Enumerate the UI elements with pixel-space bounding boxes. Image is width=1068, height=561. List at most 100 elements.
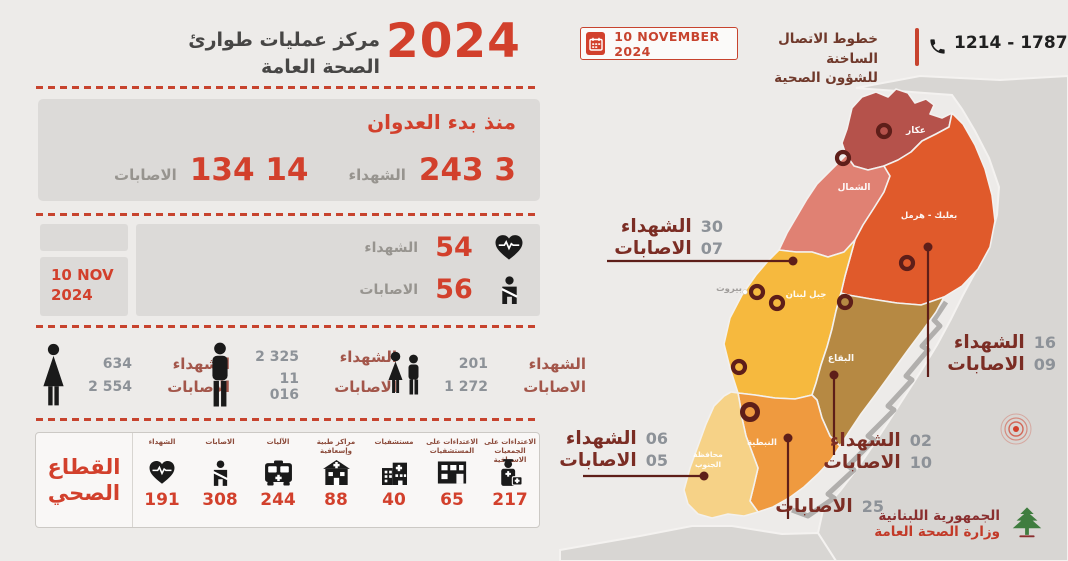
hotline-numbers: 1214 - 1787 xyxy=(954,33,1068,53)
year-title: 2024 xyxy=(386,14,521,69)
men-martyrs-label: الشهداء xyxy=(339,347,397,366)
hospital-icon xyxy=(380,456,409,489)
map-marker-ring xyxy=(730,358,748,376)
south-injured-label: الاصابات xyxy=(559,450,637,471)
ministry-logo-line1: الجمهورية اللبنانية xyxy=(878,507,1000,524)
region-label-south-2: الجنوب xyxy=(695,460,721,469)
children-injured-value: 1 272 xyxy=(444,378,488,395)
demographics-children: 201 الشهداء 1 272 الاصابات xyxy=(386,338,586,412)
map-marker-ring xyxy=(748,283,766,301)
north-injured-value: 07 xyxy=(700,239,723,258)
callout-dot xyxy=(923,242,933,252)
phone-icon xyxy=(928,37,947,56)
health-item-label: الاعتداءات على المستشفيات xyxy=(426,438,478,455)
heart-pulse-icon xyxy=(148,456,176,489)
region-baalbek-hermel xyxy=(840,112,996,306)
daily-martyrs-value: 54 xyxy=(435,232,473,263)
nabatieh-injured-value: 25 xyxy=(861,497,884,516)
martyrs-total-label: الشهداء xyxy=(348,166,406,184)
callout-dot xyxy=(699,471,709,481)
children-martyrs-label: الشهداء xyxy=(528,354,586,373)
health-item-medical-centers: مراكز طبية وإسعافية 88 xyxy=(307,433,365,527)
divider-dashed xyxy=(36,325,540,328)
south-martyrs-value: 06 xyxy=(645,429,668,448)
bekaa-martyrs-label: الشهداء xyxy=(829,430,901,451)
daily-injured-row: 56 الاصابات xyxy=(338,274,526,305)
callout-dot xyxy=(829,370,839,380)
callout-nabatieh: 25 الاصابات xyxy=(775,496,884,518)
men-injured-value: 11 016 xyxy=(269,370,299,403)
women-injured-value: 2 554 xyxy=(88,378,132,395)
health-sector-panel: القطاع الصحي الشهداء 191 الاصابات 308 ال… xyxy=(35,432,540,528)
bekaa-injured-label: الاصابات xyxy=(823,452,901,473)
daily-stats-panel: 54 الشهداء 56 الاصابات xyxy=(136,224,540,316)
region-mount-lebanon xyxy=(723,239,856,400)
region-label-akkar: عكار xyxy=(905,126,926,136)
children-injured-label: الاصابات xyxy=(523,377,586,396)
region-label-north: الشمال xyxy=(838,183,871,193)
map-neighbor-land-south xyxy=(559,525,838,561)
callout-bekaa: 02 الشهداء 10 الاصابات xyxy=(823,430,932,474)
women-martyrs-value: 634 xyxy=(102,355,132,372)
south-martyrs-label: الشهداء xyxy=(565,428,637,449)
since-aggression-title: منذ بدء العدوان xyxy=(367,110,516,134)
men-injured-label: الاصابات xyxy=(334,377,397,396)
demographics-men: 2 325 الشهداء 11 016 الاصابات xyxy=(206,338,397,412)
callout-lines xyxy=(583,247,930,519)
bekaa-injured-value: 10 xyxy=(909,453,932,472)
health-item-label: الشهداء xyxy=(148,438,176,446)
north-martyrs-label: الشهداء xyxy=(620,216,692,237)
callout-baalbek-hermel: 16 الشهداء 09 الاصابات xyxy=(947,332,1056,376)
nabatieh-injured-label: الاصابات xyxy=(775,496,853,517)
region-label-beirut: بيروت xyxy=(716,284,742,294)
divider-dashed xyxy=(36,213,540,216)
health-sector-title-line2: الصحي xyxy=(47,481,121,505)
region-label-south-1: محافظة xyxy=(693,450,723,459)
map-border-ridge xyxy=(791,300,949,519)
hotline-label-line1: خطوط الاتصال الساخنة xyxy=(778,31,878,67)
south-injured-value: 05 xyxy=(645,451,668,470)
health-item-value: 217 xyxy=(492,490,528,510)
pulse-rings-icon xyxy=(1000,413,1032,445)
beirut-dot xyxy=(742,289,748,295)
children-martyrs-value: 201 xyxy=(458,355,488,372)
ministry-logo: الجمهورية اللبنانية وزارة الصحة العامة xyxy=(874,505,1046,542)
bekaa-martyrs-value: 02 xyxy=(909,431,932,450)
map-neighbor-land-east xyxy=(816,74,1068,561)
page-title-line1: مركز عمليات طوارئ xyxy=(188,29,380,51)
daily-martyrs-label: الشهداء xyxy=(364,239,418,256)
strike-markers xyxy=(730,122,916,422)
region-label-baalbek-hermel: بعلبك - هرمل xyxy=(901,211,957,221)
medical-center-icon xyxy=(322,456,351,489)
daily-date-line2: 2024 xyxy=(51,285,93,304)
health-item-attacks-on-hospitals: الاعتداءات على المستشفيات 65 xyxy=(423,433,481,527)
demographics-women: 634 الشهداء 2 554 الاصابات xyxy=(40,338,230,412)
injured-person-icon xyxy=(492,275,526,304)
baalbek-martyrs-value: 16 xyxy=(1033,333,1056,352)
region-south xyxy=(683,391,759,519)
health-item-label: مستشفيات xyxy=(374,438,414,446)
ambulance-icon xyxy=(263,456,294,489)
date-badge: 10 NOVEMBER 2024 xyxy=(580,27,738,60)
hotline-label: خطوط الاتصال الساخنة للشؤون الصحية xyxy=(754,30,878,89)
health-item-value: 40 xyxy=(382,490,406,510)
health-item-label: الاعتداءات على الجمعيات الاسعافية xyxy=(484,438,536,464)
health-item-value: 244 xyxy=(260,490,296,510)
map-marker-ring xyxy=(875,122,893,140)
north-injured-label: الاصابات xyxy=(614,238,692,259)
totals-since-aggression-panel: منذ بدء العدوان 3 243 الشهداء 14 134 الا… xyxy=(38,99,540,201)
daily-spacer-box xyxy=(40,224,128,251)
health-item-label: الاصابات xyxy=(205,438,235,446)
injured-person-icon xyxy=(209,456,232,489)
health-item-value: 65 xyxy=(440,490,464,510)
calendar-icon xyxy=(586,32,606,55)
region-label-mount-lebanon: جبل لبنان xyxy=(786,290,827,300)
martyrs-total-value: 3 243 xyxy=(418,152,516,188)
attacked-hospital-icon xyxy=(437,456,467,489)
region-label-bekaa: البقاع xyxy=(828,354,854,364)
health-item-label: الآليات xyxy=(266,438,290,446)
baalbek-injured-value: 09 xyxy=(1033,355,1056,374)
hotline-divider xyxy=(915,28,919,66)
health-sector-items: الشهداء 191 الاصابات 308 الآليات 244 xyxy=(133,433,539,527)
